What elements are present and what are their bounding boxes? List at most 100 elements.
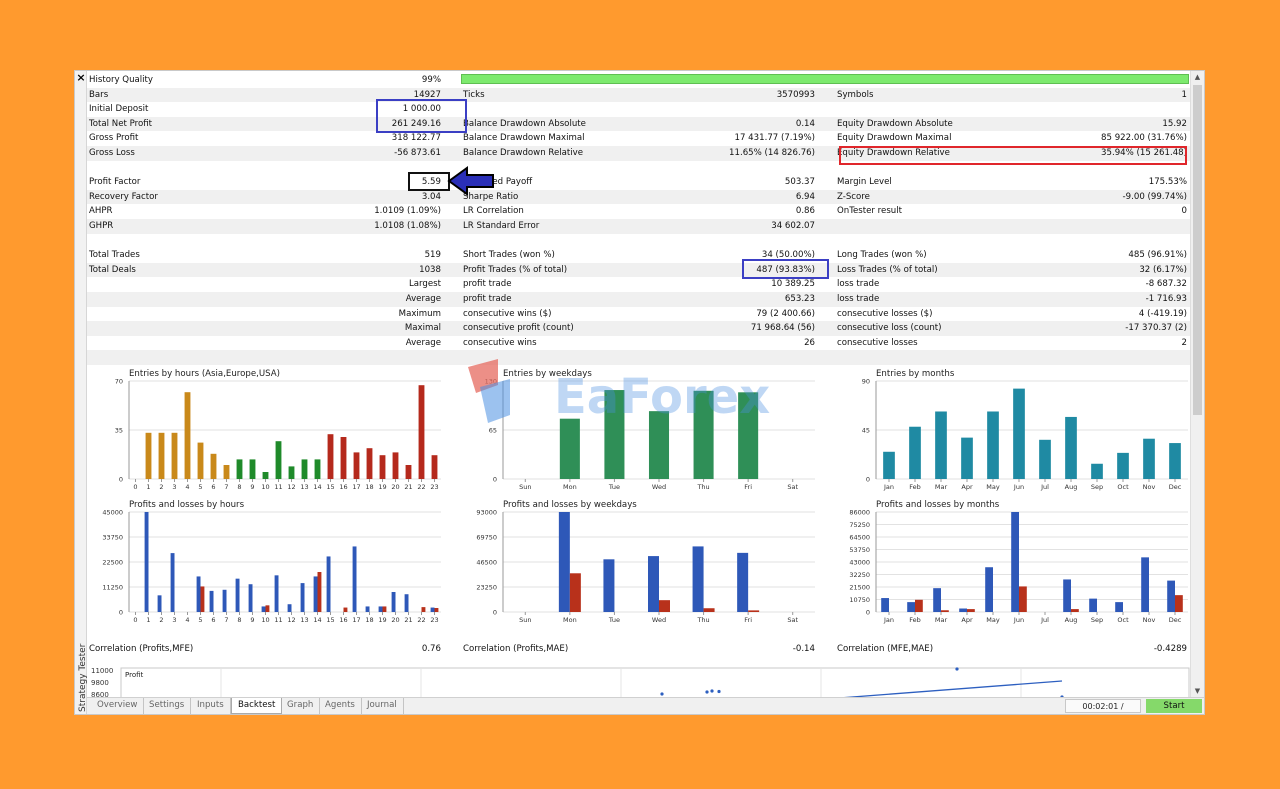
x-tick-label: 1	[146, 616, 150, 624]
corr-value-3: -0.4289	[1153, 644, 1187, 654]
left-arrow-icon	[447, 166, 494, 196]
x-tick-label: 8	[237, 616, 241, 624]
tab-graph[interactable]: Graph	[281, 698, 321, 714]
stats-row: Average consecutive wins 26 consecutive los…	[87, 336, 1191, 351]
stats-cell-l1: GHPR	[89, 221, 114, 231]
stats-cell-l1: AHPR	[89, 206, 113, 217]
bar-loss	[200, 586, 205, 612]
x-tick-label: 11	[274, 616, 282, 624]
x-tick-label: 3	[172, 483, 176, 491]
x-tick-label: May	[986, 483, 1000, 491]
scroll-down-icon[interactable]: ▼	[1194, 687, 1201, 695]
x-tick-label: Thu	[696, 483, 709, 491]
x-tick-label: 14	[313, 616, 321, 624]
stats-cell-l3: consecutive losses	[837, 337, 918, 348]
chart-title: Entries by months	[876, 369, 955, 379]
stats-row: AHPR 1.0109 (1.09%) LR Correlation 0.86 OnTe…	[87, 204, 1191, 219]
stats-cell-v2: 34 (50.00%)	[761, 250, 815, 261]
bar	[883, 451, 895, 479]
profit-point	[955, 667, 959, 671]
stats-cell-l3: loss trade	[837, 279, 880, 290]
corr-label-1: Correlation (Profits,MFE)	[89, 644, 194, 654]
x-tick-label: Fri	[744, 483, 752, 491]
bar-loss	[343, 607, 348, 612]
bar-profit	[391, 592, 396, 612]
bar-profit	[222, 589, 227, 612]
x-tick-label: Mar	[935, 483, 948, 491]
bar	[418, 385, 425, 479]
tab-inputs[interactable]: Inputs	[191, 698, 231, 714]
bar	[1143, 438, 1155, 479]
x-tick-label: 10	[261, 483, 269, 491]
y-tick-label: 0	[493, 609, 497, 617]
bar	[1169, 443, 1181, 479]
chart-title: Entries by hours (Asia,Europe,USA)	[129, 369, 281, 379]
tab-journal[interactable]: Journal	[361, 698, 404, 714]
stats-row: Profit Factor 5.59 Expected Payoff 503.37 Ma…	[87, 175, 1191, 190]
stats-row: Recovery Factor 3.04 Sharpe Ratio 6.94 Z-Sco…	[87, 189, 1191, 205]
stats-cell-v3: -8 687.32	[1145, 279, 1187, 290]
scroll-thumb[interactable]	[1193, 85, 1202, 415]
close-icon[interactable]: ×	[76, 71, 86, 84]
start-button[interactable]: Start	[1146, 699, 1202, 713]
bar-loss	[941, 610, 949, 612]
bar-loss	[748, 610, 760, 612]
bar	[1065, 416, 1077, 479]
profit-point	[660, 692, 664, 696]
x-tick-label: Sat	[787, 483, 798, 491]
stats-cell-l2: profit trade	[463, 294, 512, 304]
chart-title: Profits and losses by months	[876, 500, 1000, 510]
x-tick-label: Mar	[935, 616, 948, 624]
x-tick-label: 22	[417, 483, 425, 491]
bar-profit	[365, 606, 370, 612]
bar-loss	[703, 608, 715, 612]
stats-cell-v1: 14927	[413, 89, 441, 100]
stats-row: Gross Profit 318 122.77 Balance Drawdown M…	[87, 131, 1191, 146]
bar	[604, 390, 625, 479]
bar-loss	[915, 599, 923, 612]
bar	[987, 411, 999, 479]
bar-profit	[907, 602, 915, 612]
tab-settings[interactable]: Settings	[143, 698, 192, 714]
bar	[935, 411, 947, 479]
chart-svg: 93000 69750 46500 23250 0 Sun Mon Tue Wed Thu Fri S…	[476, 509, 815, 624]
tab-overview[interactable]: Overview	[91, 698, 145, 714]
x-tick-label: 8	[237, 483, 241, 491]
x-tick-label: 13	[300, 616, 308, 624]
scroll-up-icon[interactable]: ▲	[1194, 73, 1201, 81]
bar-profit	[603, 559, 615, 612]
profit-correlation-chart: 11000 9800 8600 Profit	[91, 667, 1190, 697]
profit-chart-label: Profit	[125, 671, 144, 679]
bar	[559, 418, 580, 479]
y-tick-label: 69750	[476, 534, 497, 542]
stats-row	[87, 234, 1191, 249]
x-tick-label: 12	[287, 616, 295, 624]
bar-profit	[1141, 557, 1149, 612]
stats-cell-v3: 4 (-419.19)	[1138, 308, 1187, 319]
stats-cell-v2: 6.94	[795, 191, 815, 202]
stats-cell-r1: Average	[405, 337, 441, 348]
stats-cell-l2: Profit Trades (% of total)	[463, 264, 568, 275]
profit-chart-tick-1: 11000	[91, 667, 113, 675]
bar	[392, 452, 399, 479]
x-tick-label: 9	[250, 483, 254, 491]
tab-backtest[interactable]: Backtest	[231, 698, 283, 714]
bar-profit	[959, 608, 967, 612]
bar-profit	[170, 553, 175, 612]
vertical-scrollbar[interactable]: ▲ ▼	[1190, 71, 1204, 697]
bar	[249, 459, 256, 479]
bar-profit	[248, 584, 253, 612]
bar-loss	[1019, 586, 1027, 612]
profit-chart-tick-2: 9800	[91, 679, 109, 687]
bar	[210, 453, 217, 479]
y-tick-label: 0	[119, 609, 123, 617]
y-tick-label: 33750	[102, 534, 123, 542]
profit-point	[717, 689, 721, 694]
bar-profit	[1115, 602, 1123, 612]
x-tick-label: 11	[274, 483, 282, 491]
x-tick-label: Jan	[883, 616, 894, 624]
x-tick-label: Sun	[519, 616, 531, 624]
bar	[223, 465, 230, 479]
tab-agents[interactable]: Agents	[319, 698, 362, 714]
